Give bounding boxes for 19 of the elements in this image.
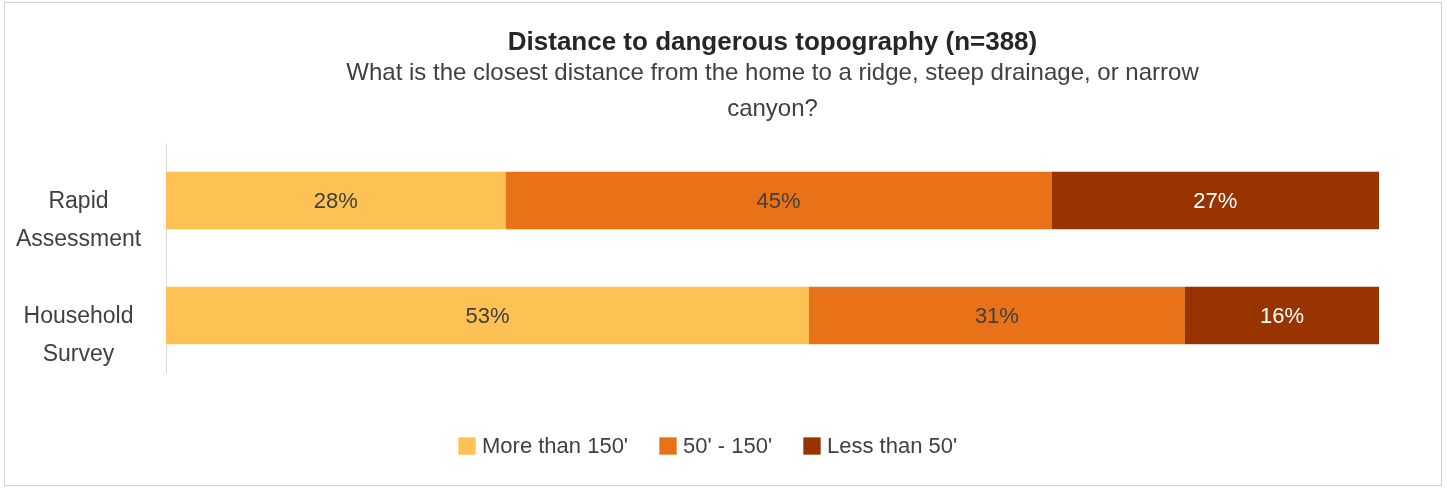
bar <box>1051 171 1379 230</box>
bar <box>166 286 809 345</box>
data-label: 16% <box>1259 302 1304 328</box>
y-tick-label: Household Survey <box>23 301 134 366</box>
data-label: 31% <box>974 302 1019 328</box>
chart-title: Distance to dangerous topography (n=388) <box>507 26 1038 56</box>
data-label: 45% <box>756 187 801 213</box>
chart-subtitle: What is the closest distance from the home to a ridge, steep drainage, or narrow canyon? <box>346 58 1200 121</box>
bar <box>166 171 506 230</box>
y-tick-label: Rapid Assessment <box>15 186 142 251</box>
legend-label: Less than 50' <box>827 433 958 458</box>
bar <box>505 171 1052 230</box>
data-label: 27% <box>1193 187 1238 213</box>
data-label: 28% <box>313 187 358 213</box>
legend-label: More than 150' <box>482 433 629 458</box>
legend-label: 50' - 150' <box>683 433 773 458</box>
bar <box>808 286 1185 345</box>
data-label: 53% <box>465 302 510 328</box>
bar <box>1184 286 1379 345</box>
